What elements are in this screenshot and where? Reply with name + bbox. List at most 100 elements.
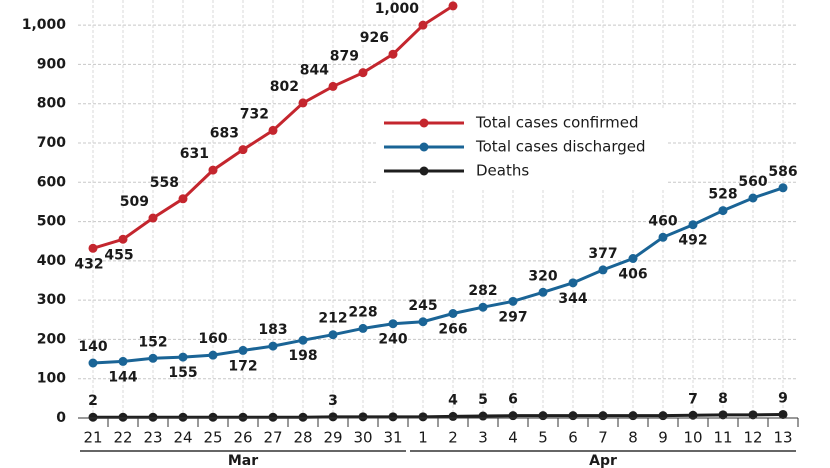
data-point	[568, 278, 578, 288]
data-label: 560	[738, 174, 767, 190]
data-point	[538, 411, 548, 421]
x-tick-label: 10	[683, 429, 702, 447]
data-label: 509	[120, 194, 149, 210]
data-point	[88, 412, 98, 422]
data-point	[448, 309, 458, 318]
series-line	[92, 186, 784, 365]
data-point	[508, 411, 518, 421]
data-label: 558	[150, 175, 179, 191]
data-label: 879	[330, 49, 359, 65]
data-label: 228	[348, 304, 377, 320]
data-label: 586	[768, 164, 797, 180]
data-label: 8	[718, 391, 728, 407]
data-label: 140	[78, 339, 107, 355]
x-tick-label: 12	[743, 429, 762, 447]
data-point	[628, 254, 638, 263]
data-label: 297	[498, 309, 527, 325]
y-tick-label: 100	[37, 371, 66, 387]
data-point	[628, 411, 638, 421]
data-label: 406	[618, 267, 647, 283]
data-point	[718, 206, 728, 216]
data-point	[88, 358, 98, 368]
data-label: 6	[508, 392, 518, 408]
data-point	[118, 356, 128, 366]
data-label: 155	[168, 365, 197, 381]
data-point	[178, 194, 188, 204]
data-label: 344	[558, 291, 587, 307]
data-point	[358, 412, 368, 422]
data-label: 432	[74, 256, 103, 272]
data-point	[298, 98, 308, 108]
x-tick-label: 9	[658, 429, 668, 447]
data-point	[778, 409, 788, 419]
y-tick-label: 700	[37, 135, 66, 151]
data-label: 631	[180, 146, 209, 162]
x-tick-label: 6	[568, 429, 578, 447]
data-point	[448, 1, 458, 11]
y-tick-label: 1,000	[22, 17, 67, 33]
data-point	[748, 193, 758, 203]
data-label: 802	[270, 79, 299, 95]
data-point	[328, 330, 338, 340]
legend-marker	[419, 142, 429, 152]
data-label: 160	[198, 331, 227, 347]
data-point	[118, 234, 128, 244]
data-label: 282	[468, 283, 497, 299]
data-point	[208, 350, 218, 360]
data-point	[208, 165, 218, 175]
data-point	[598, 265, 608, 275]
data-point	[148, 213, 158, 223]
y-tick-label: 900	[37, 56, 66, 72]
data-point	[298, 412, 308, 422]
data-point	[178, 412, 188, 422]
y-tick-label: 0	[56, 410, 66, 426]
y-tick-label: 800	[37, 96, 66, 112]
data-point	[418, 412, 428, 422]
x-tick-label: 26	[233, 429, 252, 447]
data-label: 455	[104, 247, 133, 263]
data-point	[268, 341, 278, 351]
data-point	[418, 317, 428, 327]
data-label: 844	[300, 62, 329, 78]
data-label: 9	[778, 390, 788, 406]
x-tick-label: 25	[203, 429, 222, 447]
data-point	[328, 81, 338, 91]
data-label: 183	[258, 322, 287, 338]
legend-marker	[419, 118, 429, 128]
data-point	[388, 412, 398, 422]
data-point	[478, 411, 488, 421]
data-label: 683	[210, 126, 239, 142]
data-point	[358, 323, 368, 333]
x-tick-label: 24	[173, 429, 192, 447]
data-label: 212	[318, 311, 347, 327]
data-point	[208, 412, 218, 422]
data-point	[328, 412, 338, 422]
x-tick-label: 28	[293, 429, 312, 447]
data-label: 5	[478, 392, 488, 408]
data-point	[658, 411, 668, 421]
data-label: 1,000	[375, 1, 420, 17]
data-point	[178, 352, 188, 362]
x-tick-label: 27	[263, 429, 282, 447]
data-point	[238, 345, 248, 355]
data-point	[778, 183, 788, 193]
x-tick-label: 31	[383, 429, 402, 447]
x-tick-label: 7	[598, 429, 608, 447]
data-point	[238, 145, 248, 155]
data-label: 152	[138, 334, 167, 350]
x-tick-label: 8	[628, 429, 638, 447]
data-point	[388, 319, 398, 329]
data-label: 7	[688, 391, 698, 407]
data-label: 240	[378, 332, 407, 348]
x-tick-label: 2	[448, 429, 458, 447]
series-line	[93, 412, 784, 419]
legend-label: Total cases confirmed	[475, 114, 639, 132]
data-label: 2	[88, 393, 98, 409]
data-label: 198	[288, 348, 317, 364]
x-tick-label: 1	[418, 429, 428, 447]
data-point	[298, 335, 308, 345]
x-tick-label: 5	[538, 429, 548, 447]
x-tick-label: 23	[143, 429, 162, 447]
x-tick-label: 11	[713, 429, 732, 447]
